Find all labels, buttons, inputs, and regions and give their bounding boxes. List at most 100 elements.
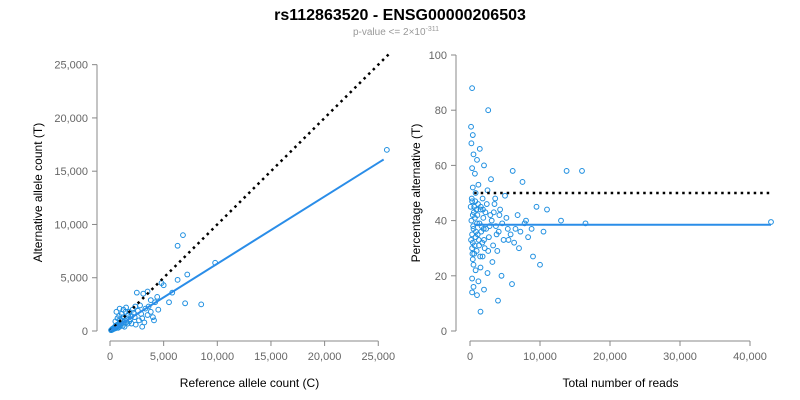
data-point (519, 179, 526, 185)
data-point (544, 206, 550, 213)
data-point (472, 190, 479, 196)
data-point (509, 281, 515, 287)
data-point (468, 140, 475, 147)
data-point (511, 239, 517, 246)
data-point (516, 245, 522, 252)
data-point (139, 323, 146, 330)
data-point (180, 232, 186, 239)
data-point (166, 299, 172, 306)
data-point (480, 225, 487, 232)
data-point (525, 234, 531, 241)
data-point (133, 289, 140, 296)
data-point (198, 301, 205, 308)
data-point (174, 276, 181, 283)
data-point (469, 198, 476, 205)
data-point (121, 323, 128, 330)
data-point (505, 237, 512, 243)
data-point (509, 168, 516, 174)
data-point (469, 132, 476, 138)
y-tick-label: 100 (429, 50, 447, 62)
data-point (383, 146, 390, 153)
data-point (136, 317, 142, 324)
data-point (582, 220, 589, 227)
data-point (498, 272, 505, 279)
data-point (489, 259, 496, 265)
data-point (470, 283, 477, 290)
x-tick-label: 30,000 (663, 351, 697, 363)
data-point (474, 212, 481, 218)
data-point (484, 270, 491, 276)
x-tick-label: 15,000 (254, 351, 288, 363)
data-point (128, 320, 135, 327)
data-point (467, 203, 474, 210)
allele-count-panel: 0 5,000 10,000 15,000 20,000 25,000 0 5,000 10,0… (31, 53, 395, 390)
data-point (563, 168, 570, 174)
data-point (474, 220, 480, 227)
data-point (494, 248, 501, 254)
data-point (472, 198, 479, 205)
data-point (469, 256, 476, 263)
data-point (496, 212, 503, 218)
x-axis-title: Total number of reads (562, 376, 678, 390)
data-point (488, 217, 495, 224)
data-point (472, 267, 479, 274)
x-tick-label: 5,000 (150, 351, 178, 363)
x-tick-label: 25,000 (361, 351, 395, 363)
data-point (470, 261, 477, 268)
data-point (475, 181, 482, 188)
data-point (113, 308, 120, 315)
data-point (469, 165, 476, 172)
data-point (477, 264, 484, 271)
data-point (470, 209, 477, 216)
data-point (468, 237, 474, 243)
data-point (488, 176, 494, 183)
data-point (485, 107, 492, 114)
data-point (500, 237, 507, 243)
data-point (486, 223, 493, 230)
x-axis-title: Reference allele count (C) (180, 376, 319, 390)
x-tick-label: 20,000 (593, 351, 627, 363)
data-point (471, 242, 478, 249)
data-point (490, 209, 497, 216)
data-point (521, 220, 528, 227)
data-point (470, 151, 477, 158)
data-point (469, 231, 476, 238)
data-point (155, 306, 162, 313)
data-point (182, 300, 189, 307)
data-point (499, 220, 506, 227)
data-point (473, 228, 479, 235)
data-point (144, 312, 151, 318)
data-point (512, 225, 519, 232)
data-point (483, 225, 490, 232)
data-point (468, 123, 474, 130)
data-point (533, 203, 540, 210)
data-point (558, 217, 564, 224)
data-point (479, 195, 486, 202)
data-point (469, 184, 476, 191)
data-point (479, 253, 486, 260)
data-point (579, 168, 585, 174)
data-point (469, 289, 476, 296)
data-point (126, 308, 133, 315)
x-tick-label: 0 (107, 351, 113, 363)
data-point (492, 195, 499, 202)
data-point (147, 297, 154, 304)
data-point (477, 253, 484, 260)
data-point (491, 201, 498, 207)
data-point (145, 303, 152, 310)
y-axis-title: Alternative allele count (T) (31, 123, 45, 262)
x-tick-label: 0 (467, 351, 473, 363)
chart-subtitle-exponent: -311 (426, 26, 440, 33)
percentage-panel: 0 20 40 60 80 100 0 10,000 20,000 30,000 40,000 Tot… (409, 50, 774, 390)
chart-subtitle: p-value <= 2×10-311 (353, 26, 439, 38)
y-tick-label: 0 (82, 326, 88, 338)
data-point (124, 320, 131, 327)
data-point (517, 228, 524, 235)
data-point (151, 317, 157, 324)
data-point (495, 297, 501, 304)
x-tick-label: 10,000 (523, 351, 557, 363)
data-point (477, 308, 484, 315)
data-point (481, 162, 487, 169)
data-point (537, 261, 543, 268)
x-tick-label: 40,000 (733, 351, 767, 363)
